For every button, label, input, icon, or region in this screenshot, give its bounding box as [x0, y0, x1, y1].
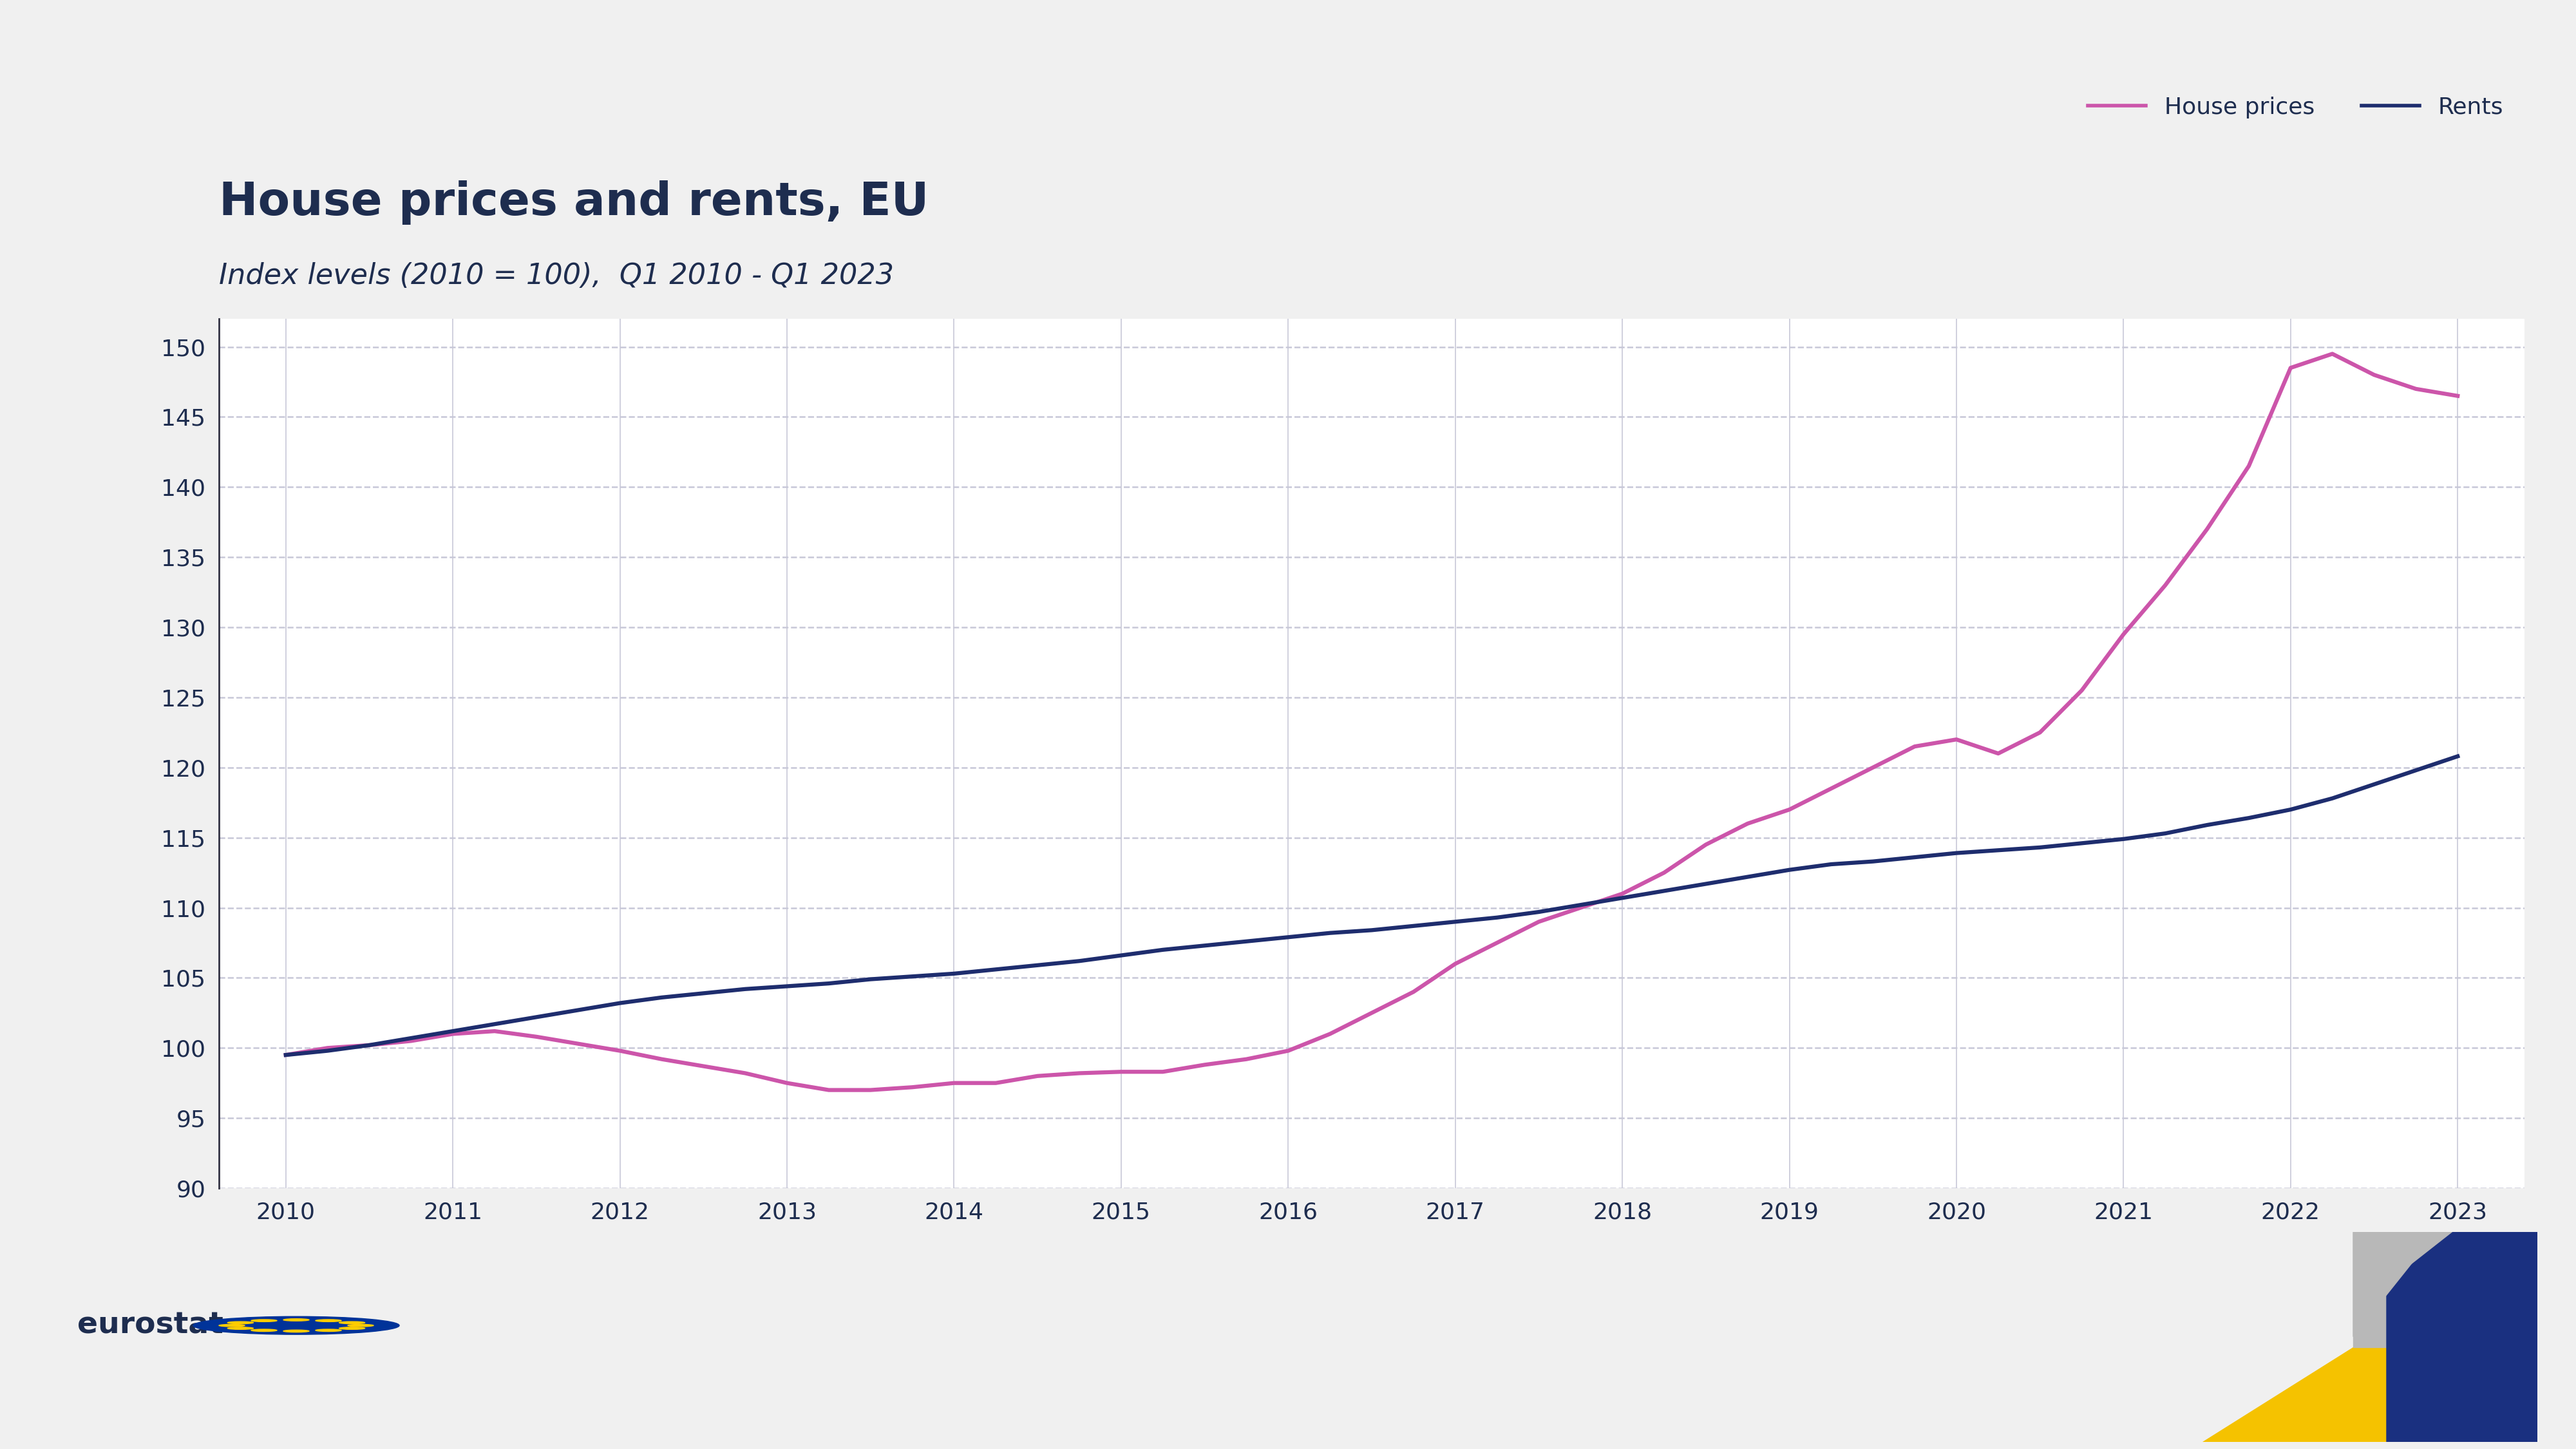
Text: Index levels (2010 = 100),  Q1 2010 - Q1 2023: Index levels (2010 = 100), Q1 2010 - Q1 … — [219, 262, 894, 290]
Circle shape — [283, 1330, 309, 1332]
Circle shape — [227, 1327, 252, 1329]
Circle shape — [227, 1321, 252, 1324]
Text: eurostat: eurostat — [77, 1311, 224, 1340]
Polygon shape — [2354, 1232, 2488, 1348]
Circle shape — [252, 1329, 278, 1332]
Text: House prices and rents, EU: House prices and rents, EU — [219, 180, 930, 225]
Polygon shape — [2385, 1232, 2537, 1442]
Circle shape — [314, 1320, 340, 1321]
Circle shape — [348, 1324, 374, 1327]
Circle shape — [283, 1319, 309, 1321]
Circle shape — [252, 1320, 278, 1321]
Circle shape — [314, 1329, 340, 1332]
Bar — [2385, 1232, 2537, 1442]
Circle shape — [340, 1321, 366, 1324]
Circle shape — [219, 1324, 245, 1327]
Legend: House prices, Rents: House prices, Rents — [2079, 87, 2512, 128]
Circle shape — [340, 1327, 366, 1329]
Polygon shape — [2354, 1232, 2437, 1336]
Polygon shape — [2202, 1284, 2452, 1442]
Circle shape — [193, 1317, 399, 1335]
